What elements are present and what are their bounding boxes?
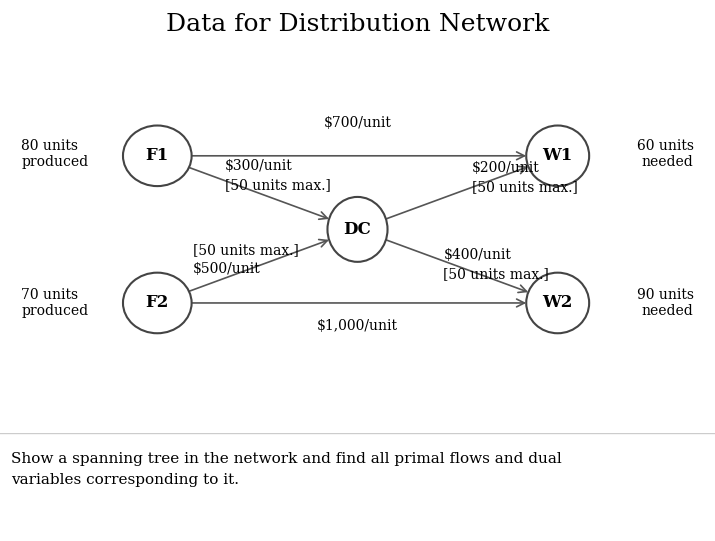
Text: F1: F1 — [146, 147, 169, 164]
Text: $700/unit: $700/unit — [324, 116, 391, 130]
Text: Data for Distribution Network: Data for Distribution Network — [166, 13, 549, 36]
Text: W1: W1 — [543, 147, 573, 164]
Text: W2: W2 — [543, 294, 573, 312]
Ellipse shape — [327, 197, 388, 262]
Text: F2: F2 — [146, 294, 169, 312]
Text: 80 units
produced: 80 units produced — [21, 138, 89, 169]
Text: $1,000/unit: $1,000/unit — [317, 319, 398, 333]
Text: [50 units max.]
$500/unit: [50 units max.] $500/unit — [193, 243, 299, 276]
Ellipse shape — [526, 273, 589, 333]
Text: $200/unit
[50 units max.]: $200/unit [50 units max.] — [472, 161, 578, 194]
Text: 90 units
needed: 90 units needed — [636, 288, 694, 318]
Ellipse shape — [526, 126, 589, 186]
Text: Show a spanning tree in the network and find all primal flows and dual
variables: Show a spanning tree in the network and … — [11, 452, 561, 487]
Text: 60 units
needed: 60 units needed — [636, 138, 694, 169]
Text: DC: DC — [344, 221, 371, 238]
Ellipse shape — [123, 273, 192, 333]
Text: 70 units
produced: 70 units produced — [21, 288, 89, 318]
Text: $300/unit
[50 units max.]: $300/unit [50 units max.] — [225, 159, 331, 192]
Text: $400/unit
[50 units max.]: $400/unit [50 units max.] — [443, 248, 549, 282]
Ellipse shape — [123, 126, 192, 186]
